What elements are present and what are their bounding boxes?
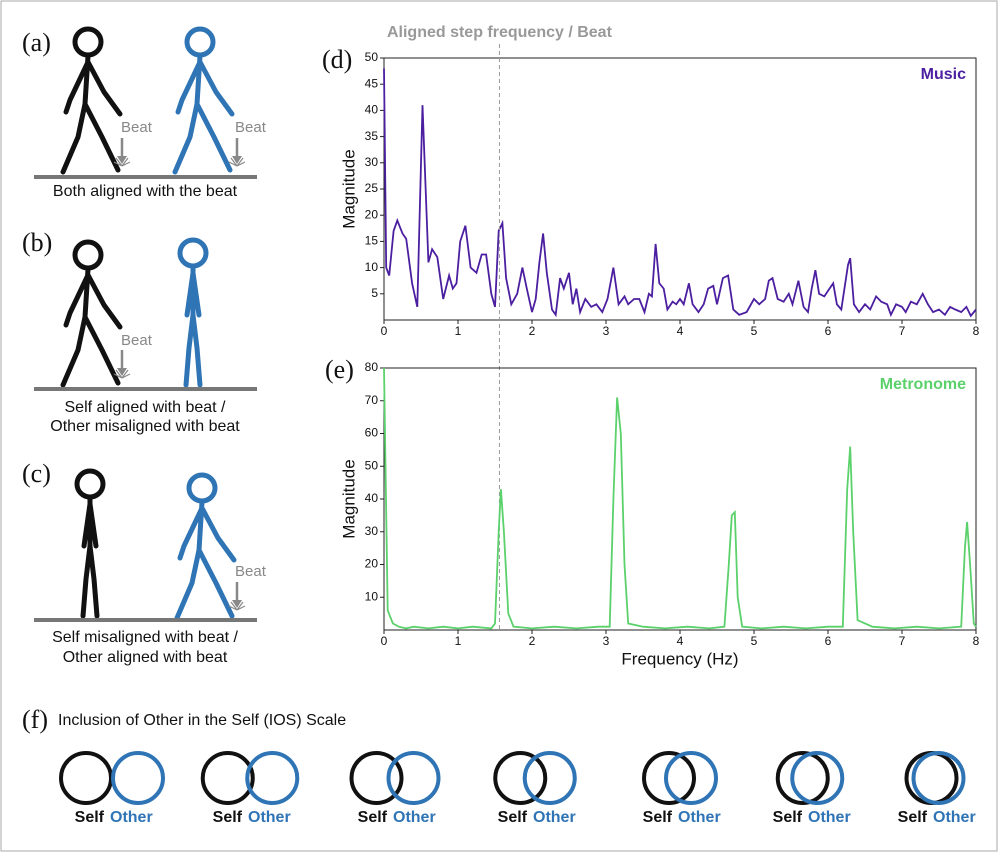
panel-label: (f) <box>22 705 48 734</box>
x-tick-label: 7 <box>899 324 906 338</box>
other-circle <box>666 753 716 803</box>
legend-label: Music <box>921 66 966 83</box>
figure: (a) Beat Beat Both aligned with the beat… <box>0 0 998 852</box>
figure-self <box>77 471 103 616</box>
y-tick-label: 10 <box>365 260 379 274</box>
panel-label: (b) <box>22 228 52 257</box>
figure-other <box>180 240 206 385</box>
y-tick-label: 50 <box>365 458 379 472</box>
y-tick-label: 80 <box>365 360 379 374</box>
x-tick-label: 2 <box>529 634 536 648</box>
y-tick-label: 30 <box>365 155 379 169</box>
other-label: Other <box>808 809 851 826</box>
self-circle <box>495 753 545 803</box>
y-tick-label: 30 <box>365 524 379 538</box>
y-tick-label: 50 <box>365 50 379 64</box>
line <box>384 368 976 628</box>
x-tick-label: 3 <box>603 324 610 338</box>
y-tick-label: 35 <box>365 129 379 143</box>
figure-self <box>63 29 120 172</box>
panel-label: (a) <box>22 28 51 57</box>
other-label: Other <box>110 809 153 826</box>
other-label: Other <box>533 809 576 826</box>
x-tick-label: 4 <box>677 634 684 648</box>
caption: Both aligned with the beat <box>53 183 238 200</box>
caption: Self aligned with beat / <box>65 399 227 416</box>
y-tick-label: 40 <box>365 103 379 117</box>
self-label: Self <box>358 809 388 826</box>
other-circle <box>113 753 163 803</box>
beat-label: Beat <box>235 563 267 580</box>
other-label: Other <box>933 809 976 826</box>
line <box>384 69 976 316</box>
x-axis-label: Frequency (Hz) <box>621 649 738 668</box>
beat-label: Beat <box>121 332 153 349</box>
other-circle <box>525 753 575 803</box>
y-tick-label: 40 <box>365 491 379 505</box>
plot-area <box>384 368 976 630</box>
self-circle <box>778 753 828 803</box>
plot-area <box>384 58 976 320</box>
legend-label: Metronome <box>880 376 966 393</box>
figure-other <box>175 29 232 172</box>
other-circle <box>389 753 439 803</box>
y-tick-label: 15 <box>365 234 379 248</box>
self-label: Self <box>773 809 803 826</box>
self-circle <box>644 753 694 803</box>
y-tick-label: 60 <box>365 426 379 440</box>
x-tick-label: 3 <box>603 634 610 648</box>
y-tick-label: 5 <box>371 286 378 300</box>
caption: Other aligned with beat <box>63 649 228 666</box>
other-label: Other <box>678 809 721 826</box>
beat-arrow <box>229 138 245 166</box>
y-tick-label: 45 <box>365 76 379 90</box>
x-tick-label: 4 <box>677 324 684 338</box>
x-tick-label: 5 <box>751 634 758 648</box>
y-axis-label: Magnitude <box>339 459 358 538</box>
y-tick-label: 20 <box>365 207 379 221</box>
x-tick-label: 0 <box>381 634 388 648</box>
y-tick-label: 70 <box>365 393 379 407</box>
other-circle <box>792 753 842 803</box>
ios-title: Inclusion of Other in the Self (IOS) Sca… <box>58 712 346 729</box>
x-tick-label: 1 <box>455 634 462 648</box>
annotation: Aligned step frequency / Beat <box>387 24 613 41</box>
x-tick-label: 8 <box>973 634 980 648</box>
figure-self <box>63 242 120 385</box>
caption: Self misaligned with beat / <box>52 629 238 646</box>
y-axis-label: Magnitude <box>339 149 358 228</box>
other-label: Other <box>248 809 291 826</box>
x-tick-label: 6 <box>825 324 832 338</box>
x-tick-label: 5 <box>751 324 758 338</box>
self-label: Self <box>898 809 928 826</box>
x-tick-label: 7 <box>899 634 906 648</box>
self-circle <box>61 753 111 803</box>
self-label: Self <box>75 809 105 826</box>
y-tick-label: 25 <box>365 181 379 195</box>
self-label: Self <box>213 809 243 826</box>
beat-label: Beat <box>235 119 267 136</box>
panel-label: (e) <box>325 355 354 384</box>
beat-arrow <box>114 350 130 378</box>
x-tick-label: 0 <box>381 324 388 338</box>
beat-arrow <box>229 582 245 610</box>
other-label: Other <box>393 809 436 826</box>
y-tick-label: 20 <box>365 557 379 571</box>
x-tick-label: 1 <box>455 324 462 338</box>
figure-other <box>177 475 234 618</box>
caption: Other misaligned with beat <box>50 418 240 435</box>
panel-label: (c) <box>22 459 51 488</box>
ios-scale: Self Other Self Other Self Other Self Other Self… <box>61 753 976 826</box>
x-tick-label: 8 <box>973 324 980 338</box>
y-tick-label: 10 <box>365 589 379 603</box>
self-label: Self <box>643 809 673 826</box>
x-tick-label: 2 <box>529 324 536 338</box>
beat-label: Beat <box>121 119 153 136</box>
panel-label: (d) <box>322 45 352 74</box>
self-label: Self <box>498 809 528 826</box>
x-tick-label: 6 <box>825 634 832 648</box>
